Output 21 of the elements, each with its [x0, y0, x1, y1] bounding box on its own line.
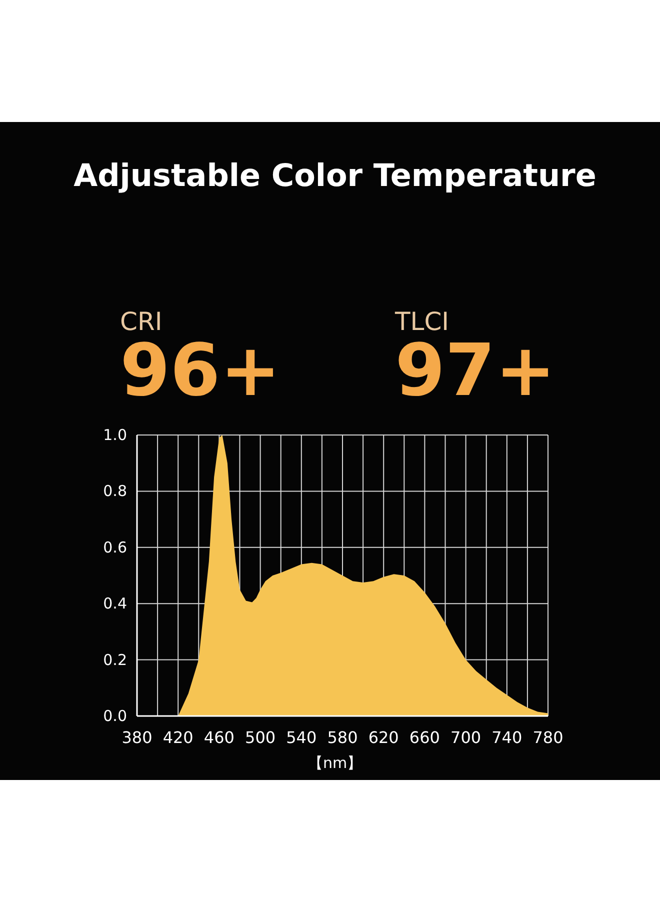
x-tick-label: 500 — [245, 728, 276, 747]
x-tick-label: 700 — [450, 728, 482, 747]
y-tick-label: 1.0 — [103, 426, 127, 444]
x-tick-label: 420 — [162, 728, 194, 747]
y-tick-label: 0.2 — [103, 650, 127, 669]
text: CRI — [120, 307, 162, 336]
x-tick-label: 620 — [368, 728, 399, 747]
y-tick-label: 0.6 — [103, 538, 127, 556]
text: TLCI — [394, 307, 450, 336]
x-axis-title: 【nm】 — [308, 754, 362, 772]
x-tick-label: 380 — [122, 728, 152, 747]
x-tick-label: 580 — [327, 728, 358, 747]
x-tick-label: 780 — [532, 728, 564, 747]
x-tick-label: 460 — [204, 728, 234, 747]
x-tick-label: 740 — [492, 728, 522, 747]
chart-title: Adjustable Color Temperature — [74, 158, 596, 194]
y-tick-label: 0.0 — [103, 707, 127, 725]
x-tick-label: 660 — [409, 728, 440, 747]
y-tick-label: 0.8 — [103, 482, 127, 500]
y-tick-label: 0.4 — [103, 594, 127, 613]
x-tick-label: 540 — [286, 728, 317, 747]
